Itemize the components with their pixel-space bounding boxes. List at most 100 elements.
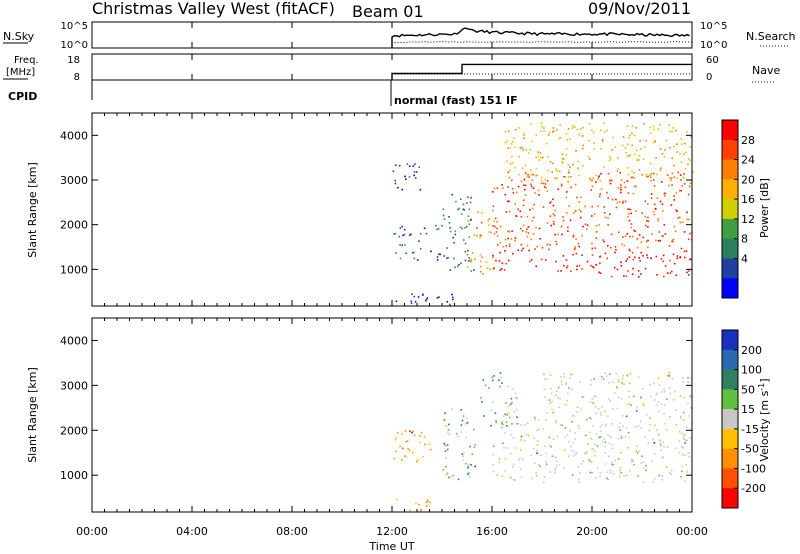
heatmap-cell (591, 265, 594, 268)
heatmap-cell (511, 401, 513, 404)
heatmap-cell (532, 233, 535, 235)
heatmap-cell (672, 238, 675, 241)
heatmap-cell (430, 250, 432, 253)
heatmap-cell (670, 270, 673, 273)
heatmap-cell (511, 388, 514, 390)
heatmap-cell (427, 499, 429, 501)
heatmap-cell (692, 171, 694, 174)
heatmap-cell (559, 123, 561, 126)
heatmap-cell (510, 143, 513, 145)
heatmap-cell (620, 435, 623, 437)
heatmap-cell (617, 231, 620, 234)
heatmap-cell (638, 169, 641, 171)
heatmap-cell (599, 255, 602, 258)
heatmap-cell (465, 436, 468, 439)
heatmap-cell (626, 180, 629, 182)
heatmap-cell (641, 174, 643, 176)
heatmap-cell (561, 162, 564, 165)
heatmap-cell (493, 187, 496, 190)
heatmap-cell (530, 173, 532, 176)
heatmap-cell (689, 258, 692, 260)
heatmap-cell (601, 440, 604, 443)
heatmap-cell (444, 450, 447, 452)
heatmap-cell (578, 264, 581, 267)
heatmap-cell (476, 227, 478, 229)
heatmap-cell (638, 276, 640, 278)
heatmap-cell (618, 201, 621, 203)
heatmap-cell (584, 452, 586, 455)
heatmap-cell (650, 193, 653, 195)
freq-tick-bottom: 8 (74, 72, 80, 83)
heatmap-cell (671, 377, 674, 380)
y-tick-label: 4000 (60, 129, 88, 142)
heatmap-cell (500, 426, 503, 428)
heatmap-cell (568, 205, 570, 207)
heatmap-cell (674, 230, 677, 232)
heatmap-cell (569, 377, 572, 379)
heatmap-cell (571, 474, 574, 476)
heatmap-cell (521, 230, 524, 232)
heatmap-cell (488, 218, 491, 220)
heatmap-cell (546, 156, 549, 158)
heatmap-cell (554, 421, 557, 424)
heatmap-cell (497, 244, 499, 246)
heatmap-cell (661, 235, 663, 237)
heatmap-cell (567, 226, 569, 229)
heatmap-cell (669, 259, 671, 262)
heatmap-cell (531, 207, 534, 210)
heatmap-cell (624, 200, 627, 203)
heatmap-cell (403, 228, 406, 231)
heatmap-cell (546, 190, 549, 193)
heatmap-cell (526, 215, 529, 218)
heatmap-cell (577, 466, 580, 468)
heatmap-cell (604, 131, 606, 133)
heatmap-cell (525, 171, 527, 174)
heatmap-cell (513, 410, 516, 413)
heatmap-cell (676, 177, 678, 179)
colorbar-swatch (722, 389, 738, 410)
heatmap-cell (447, 428, 450, 431)
heatmap-cell (590, 189, 592, 191)
freq-series-line (391, 63, 692, 80)
heatmap-cell (395, 450, 397, 452)
heatmap-cell (553, 130, 555, 133)
heatmap-cell (595, 181, 597, 183)
heatmap-cell (553, 214, 556, 217)
nsky-label: N.Sky (3, 30, 35, 43)
heatmap-cell (563, 264, 565, 267)
heatmap-cell (556, 435, 559, 438)
colorbar-tick-label: -200 (741, 482, 766, 495)
heatmap-cell (414, 163, 416, 165)
heatmap-cell (565, 133, 568, 135)
colorbar-tick-label: 200 (741, 344, 762, 357)
heatmap-cell (410, 300, 412, 303)
heatmap-cell (659, 200, 662, 203)
heatmap-cell (549, 471, 552, 473)
heatmap-cell (669, 146, 671, 149)
heatmap-cell (597, 408, 600, 410)
heatmap-cell (417, 458, 419, 461)
heatmap-cell (517, 185, 520, 188)
heatmap-cell (634, 256, 636, 259)
heatmap-cell (679, 417, 682, 419)
heatmap-cell (604, 441, 607, 443)
heatmap-cell (669, 272, 671, 274)
heatmap-cell (543, 378, 546, 381)
heatmap-cell (520, 435, 523, 438)
heatmap-cell (514, 146, 516, 148)
heatmap-cell (555, 168, 558, 170)
heatmap-cell (607, 224, 609, 226)
heatmap-cell (517, 208, 519, 210)
heatmap-cell (574, 210, 577, 212)
heatmap-cell (629, 134, 631, 137)
heatmap-cell (563, 436, 566, 439)
heatmap-cell (608, 156, 611, 158)
heatmap-cell (659, 169, 662, 171)
heatmap-cell (508, 176, 511, 179)
heatmap-cell (535, 156, 537, 159)
heatmap-cell (565, 154, 568, 156)
heatmap-cell (545, 452, 547, 455)
heatmap-cell (609, 180, 611, 182)
heatmap-cell (604, 410, 606, 413)
heatmap-cell (549, 401, 552, 404)
